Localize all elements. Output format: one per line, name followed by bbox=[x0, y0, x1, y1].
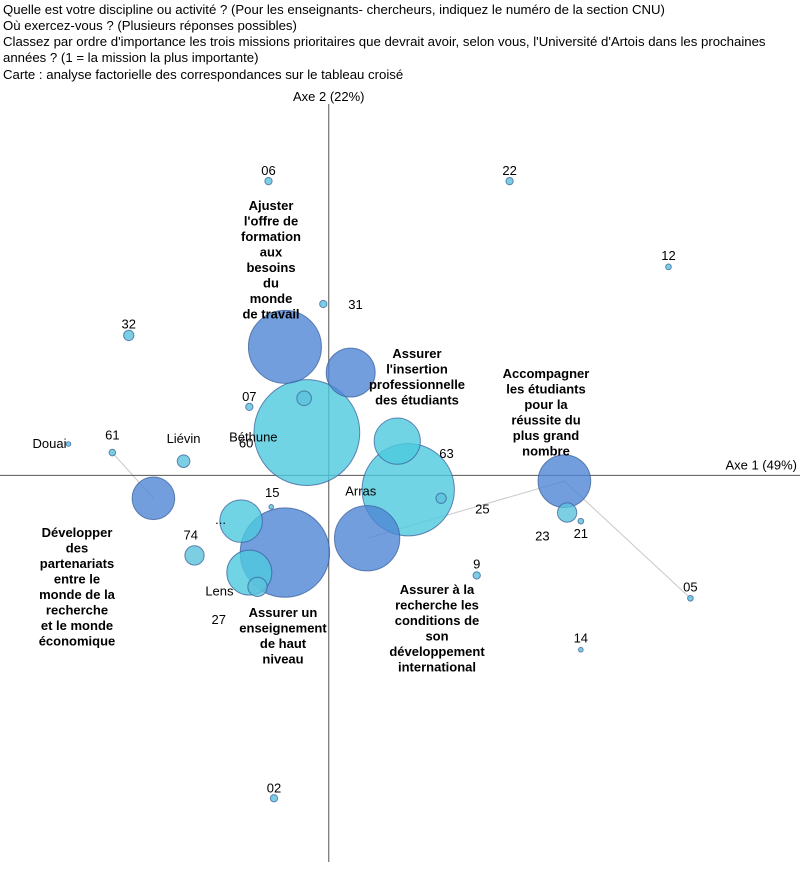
modality-bubble bbox=[665, 263, 672, 271]
modality-label: 31 bbox=[348, 297, 362, 312]
modality-bubble bbox=[219, 499, 263, 543]
modality-bubble bbox=[268, 504, 275, 510]
modality-label: 32 bbox=[122, 316, 136, 331]
modality-label: 07 bbox=[242, 389, 256, 404]
modality-bubble bbox=[296, 390, 312, 407]
modality-label: 21 bbox=[574, 526, 588, 541]
mission-bubble bbox=[537, 454, 592, 508]
survey-header: Quelle est votre discipline ou activité … bbox=[3, 2, 797, 83]
modality-bubble bbox=[269, 794, 279, 803]
modality-label: Béthune bbox=[229, 429, 277, 444]
mission-bubble bbox=[247, 309, 322, 384]
x-axis-title: Axe 1 (49%) bbox=[725, 457, 797, 472]
mission-label: Assurer à la recherche les conditions de so… bbox=[389, 582, 485, 675]
modality-bubble bbox=[264, 176, 273, 186]
modality-bubble bbox=[247, 576, 268, 598]
modality-label: 25 bbox=[475, 501, 489, 516]
modality-label: 23 bbox=[535, 529, 549, 544]
bubbles bbox=[65, 176, 694, 803]
modality-label: 22 bbox=[502, 163, 516, 178]
modality-bubble bbox=[108, 448, 117, 457]
question-line-3: Classez par ordre d'importance les trois… bbox=[3, 34, 766, 65]
modality-label: Lens bbox=[205, 584, 234, 599]
question-line-1: Quelle est votre discipline ou activité … bbox=[3, 2, 665, 17]
mission-bubble bbox=[131, 476, 176, 521]
modality-bubble bbox=[319, 299, 328, 309]
modality-label: 27 bbox=[212, 612, 226, 627]
modality-bubble bbox=[373, 417, 421, 465]
modality-label: 9 bbox=[473, 556, 480, 571]
modality-bubble bbox=[578, 646, 584, 653]
modality-label: 15 bbox=[265, 485, 279, 500]
modality-bubble bbox=[123, 329, 135, 342]
modality-bubble bbox=[253, 379, 361, 486]
mission-label: Ajuster l'offre de formation aux besoins du mo… bbox=[241, 198, 301, 322]
modality-label: Liévin bbox=[167, 431, 201, 446]
modality-label: 60 bbox=[239, 436, 253, 451]
modality-bubble bbox=[65, 441, 72, 447]
modality-bubble bbox=[245, 402, 254, 412]
modality-bubble bbox=[435, 492, 447, 504]
modality-label: Arras bbox=[345, 484, 377, 499]
modality-label: 05 bbox=[683, 579, 697, 594]
mission-label: Accompagner les étudiants pour la réussite … bbox=[503, 366, 590, 459]
mission-label: Développer des partenariats entre le monde d… bbox=[39, 525, 116, 649]
modality-bubble bbox=[176, 454, 191, 468]
modality-label: 63 bbox=[439, 446, 453, 461]
modality-label: 61 bbox=[105, 428, 119, 443]
modality-label: 12 bbox=[661, 248, 675, 263]
modality-label: 74 bbox=[184, 527, 198, 542]
modality-bubble bbox=[577, 517, 585, 525]
modality-label: 06 bbox=[261, 163, 275, 178]
modality-bubble bbox=[472, 571, 481, 580]
mission-label: Assurer un enseignement de haut niveau bbox=[239, 605, 327, 667]
modality-bubble bbox=[184, 545, 205, 566]
question-line-2: Où exercez-vous ? (Plusieurs réponses po… bbox=[3, 18, 297, 33]
point-labels: 06 22 12 31 32 07 60 63 Douai 61 Liévin Béthune Arra… bbox=[33, 163, 698, 795]
modality-bubble bbox=[505, 176, 514, 186]
modality-label: Douai bbox=[33, 436, 67, 451]
modality-label: ... bbox=[215, 512, 226, 527]
modality-label: 02 bbox=[267, 780, 281, 795]
link-line bbox=[564, 480, 691, 599]
y-axis-title: Axe 2 (22%) bbox=[293, 89, 365, 104]
mission-bubble bbox=[333, 505, 401, 572]
modality-label: 14 bbox=[574, 631, 588, 646]
chart-caption: Carte : analyse factorielle des correspo… bbox=[3, 67, 404, 82]
mission-bubble bbox=[325, 347, 376, 398]
mission-label: Assurer l'insertion professionnelle des étu… bbox=[369, 346, 465, 408]
modality-bubble bbox=[687, 594, 694, 602]
modality-bubble bbox=[556, 502, 578, 523]
